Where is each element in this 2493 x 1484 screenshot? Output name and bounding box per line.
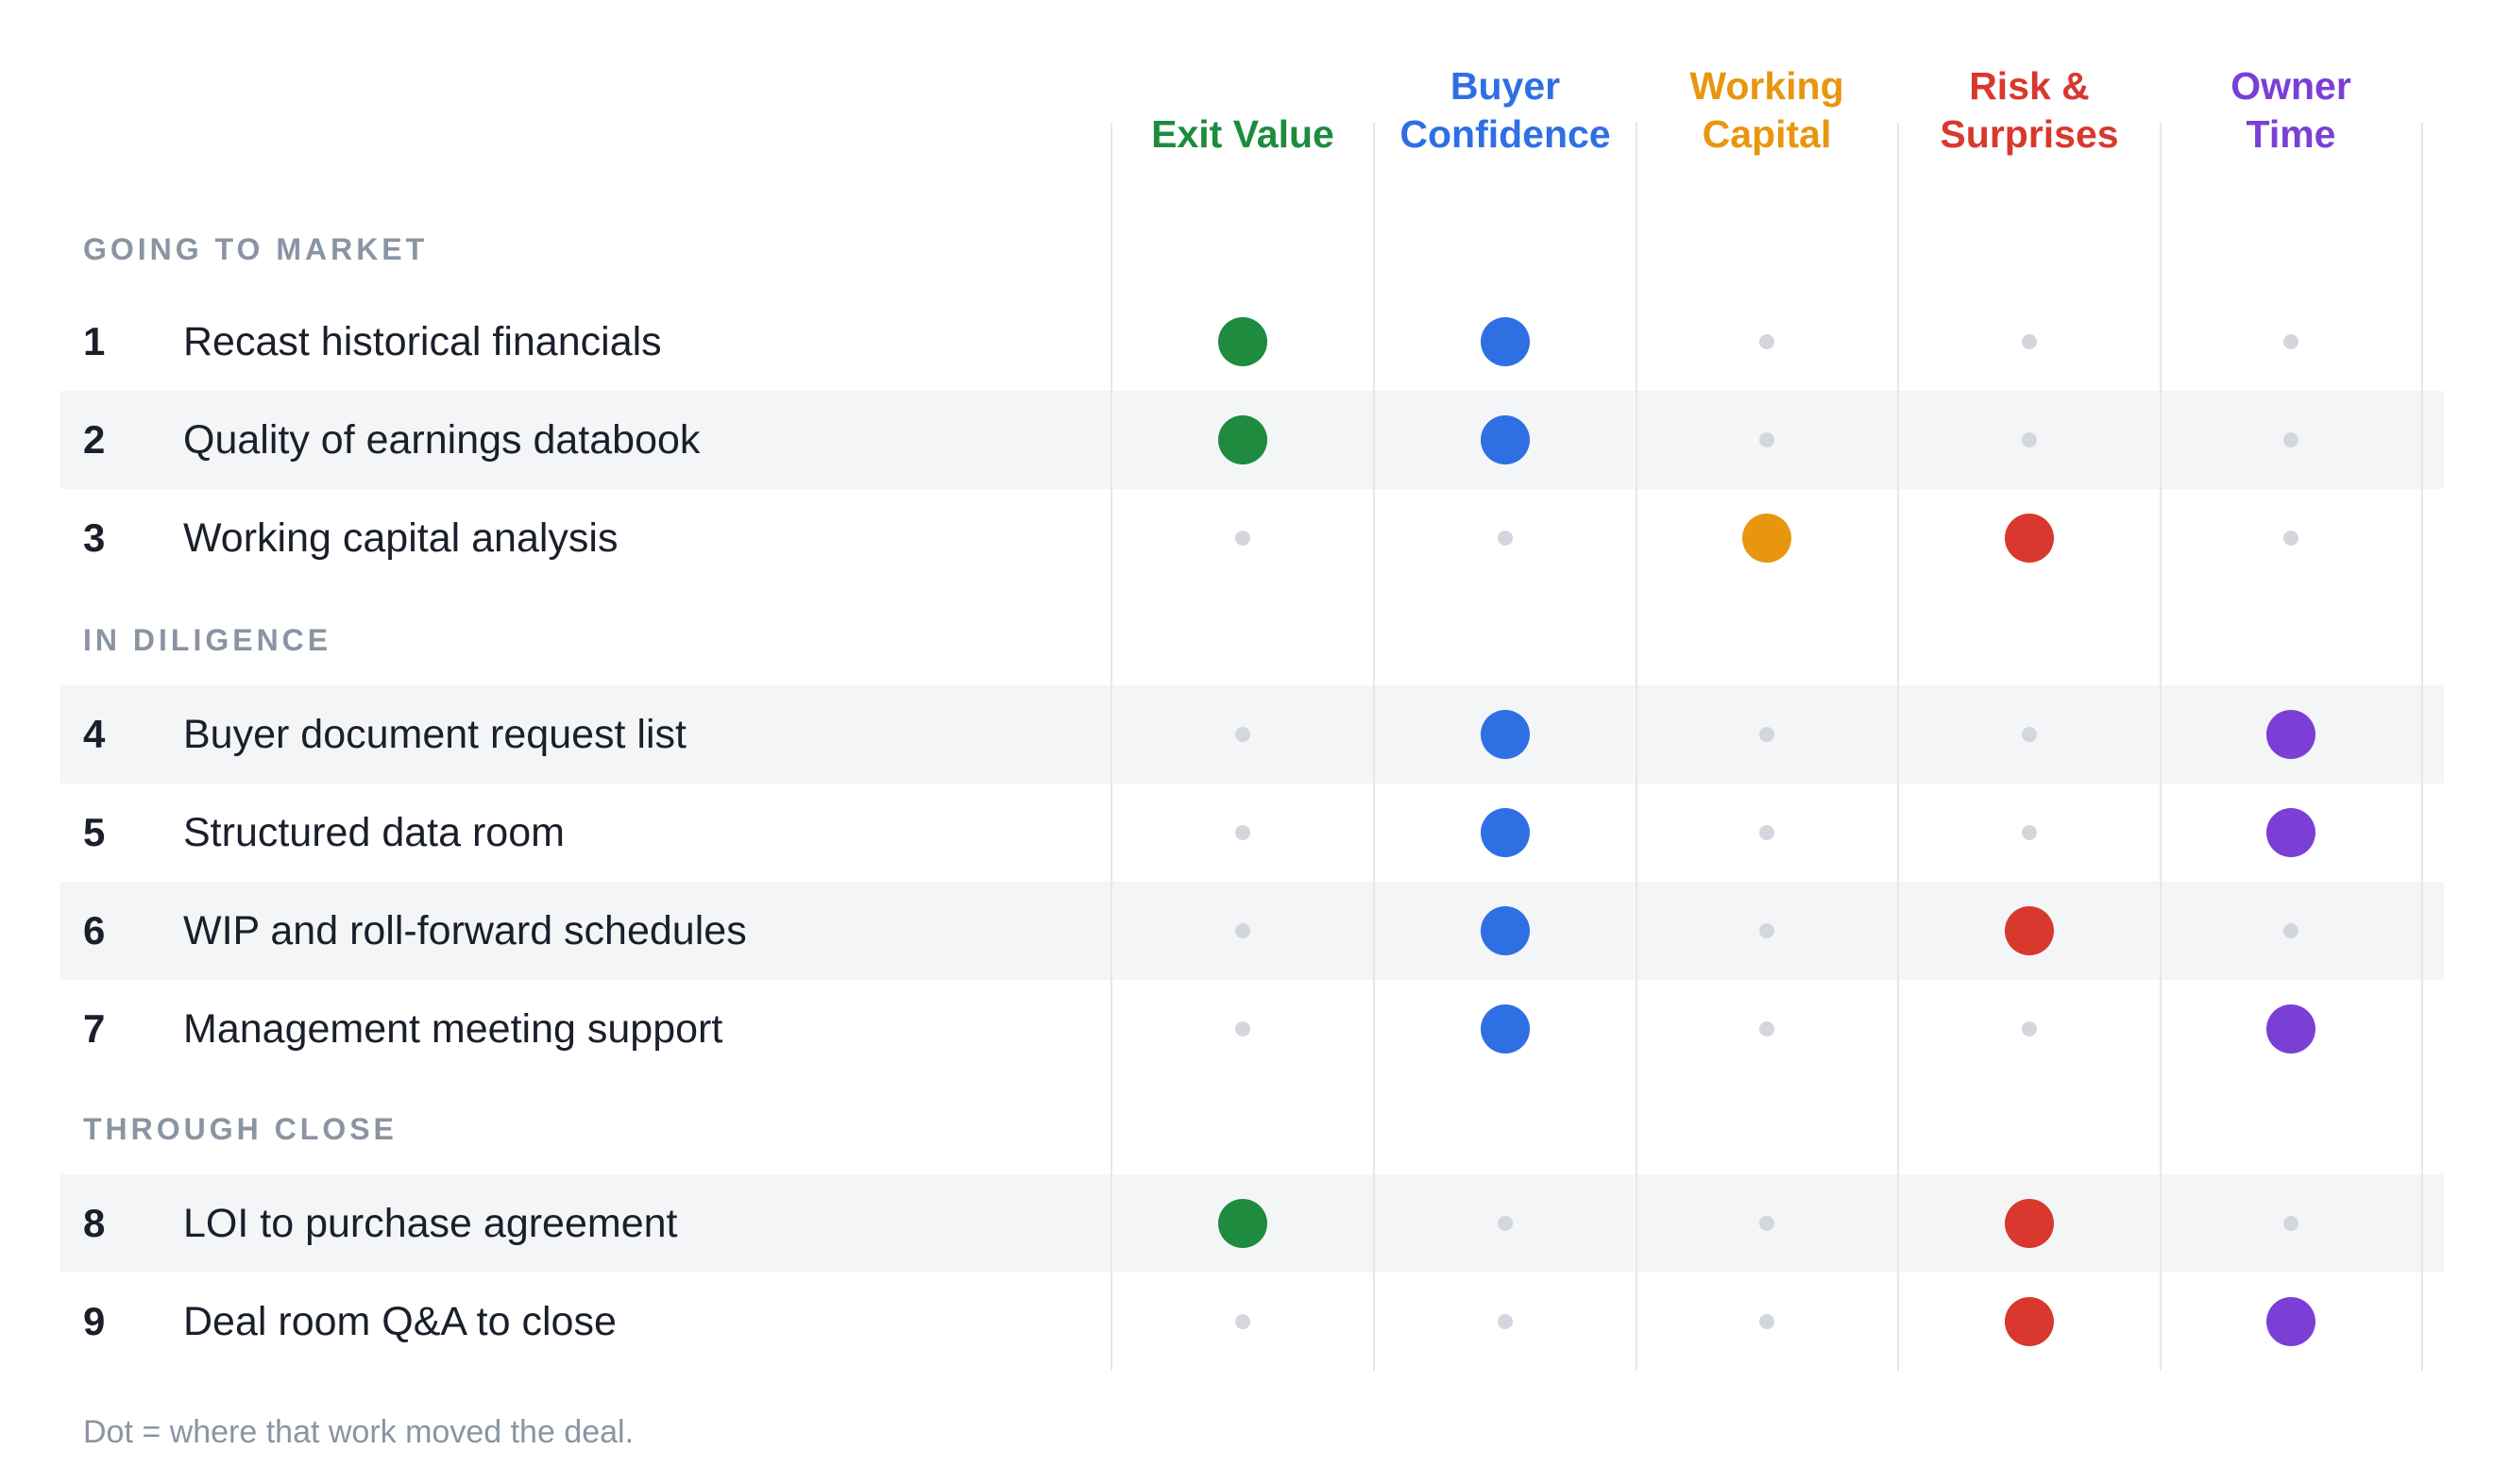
impact-dot-buyer-confidence	[1481, 906, 1530, 955]
row-number: 8	[83, 1201, 106, 1245]
column-divider	[1111, 123, 1112, 1371]
row-number: 2	[83, 417, 106, 462]
impact-dot-risk-surprises	[2005, 906, 2054, 955]
table-row: 5 Structured data room	[60, 784, 2444, 882]
no-impact-dot-owner-time	[2283, 432, 2298, 447]
impact-dot-risk-surprises	[2005, 514, 2054, 563]
impact-dot-buyer-confidence	[1481, 317, 1530, 366]
impact-dot-owner-time	[2266, 1004, 2315, 1054]
no-impact-dot-owner-time	[2283, 923, 2298, 938]
column-header-working-capital: Working Capital	[1636, 62, 1898, 159]
column-header-line: Buyer	[1450, 64, 1561, 108]
no-impact-dot-risk-surprises	[2022, 432, 2037, 447]
no-impact-dot-working-capital	[1759, 825, 1774, 840]
impact-dot-owner-time	[2266, 1297, 2315, 1346]
no-impact-dot-risk-surprises	[2022, 334, 2037, 349]
no-impact-dot-risk-surprises	[2022, 1021, 2037, 1037]
column-header-line: Time	[2246, 112, 2336, 156]
header-spacer	[1111, 62, 1374, 110]
impact-dot-working-capital	[1742, 514, 1791, 563]
row-label: Deal room Q&A to close	[183, 1299, 617, 1344]
no-impact-dot-working-capital	[1759, 727, 1774, 742]
table-row: 6 WIP and roll-forward schedules	[60, 882, 2444, 980]
row-label: Buyer document request list	[183, 712, 687, 757]
no-impact-dot-working-capital	[1759, 334, 1774, 349]
row-number: 9	[83, 1299, 106, 1343]
row-number: 3	[83, 515, 106, 560]
impact-dot-risk-surprises	[2005, 1297, 2054, 1346]
row-number: 4	[83, 712, 106, 756]
impact-dot-exit-value	[1218, 415, 1267, 464]
no-impact-dot-risk-surprises	[2022, 825, 2037, 840]
table-row: 7 Management meeting support	[60, 980, 2444, 1078]
row-label: Working capital analysis	[183, 515, 619, 561]
no-impact-dot-exit-value	[1235, 923, 1250, 938]
no-impact-dot-exit-value	[1235, 727, 1250, 742]
column-divider	[1897, 123, 1899, 1371]
no-impact-dot-exit-value	[1235, 531, 1250, 546]
row-label: WIP and roll-forward schedules	[183, 908, 747, 953]
table-row: 1 Recast historical financials	[60, 293, 2444, 391]
no-impact-dot-owner-time	[2283, 531, 2298, 546]
no-impact-dot-working-capital	[1759, 923, 1774, 938]
impact-dot-exit-value	[1218, 317, 1267, 366]
table-row: 4 Buyer document request list	[60, 685, 2444, 784]
row-number: 5	[83, 810, 106, 854]
no-impact-dot-exit-value	[1235, 825, 1250, 840]
column-divider	[2421, 123, 2423, 1371]
impact-dot-owner-time	[2266, 808, 2315, 857]
column-header-buyer-confidence: Buyer Confidence	[1374, 62, 1637, 159]
no-impact-dot-buyer-confidence	[1498, 1314, 1513, 1329]
row-label: LOI to purchase agreement	[183, 1201, 678, 1246]
row-number: 7	[83, 1006, 106, 1051]
impact-dot-risk-surprises	[2005, 1199, 2054, 1248]
no-impact-dot-working-capital	[1759, 432, 1774, 447]
no-impact-dot-working-capital	[1759, 1021, 1774, 1037]
column-header-line: Confidence	[1399, 112, 1611, 156]
table-row: 9 Deal room Q&A to close	[60, 1273, 2444, 1371]
no-impact-dot-owner-time	[2283, 1216, 2298, 1231]
row-number: 6	[83, 908, 106, 953]
section-label: THROUGH CLOSE	[83, 1112, 398, 1146]
no-impact-dot-risk-surprises	[2022, 727, 2037, 742]
no-impact-dot-owner-time	[2283, 334, 2298, 349]
row-label: Management meeting support	[183, 1006, 723, 1052]
column-header-risk-surprises: Risk & Surprises	[1898, 62, 2161, 159]
column-divider	[2160, 123, 2162, 1371]
column-header-exit-value: Exit Value	[1111, 62, 1374, 159]
row-label: Quality of earnings databook	[183, 417, 701, 463]
no-impact-dot-buyer-confidence	[1498, 1216, 1513, 1231]
column-header-line: Risk &	[1969, 64, 2090, 108]
no-impact-dot-buyer-confidence	[1498, 531, 1513, 546]
no-impact-dot-exit-value	[1235, 1021, 1250, 1037]
column-header-owner-time: Owner Time	[2160, 62, 2422, 159]
row-label: Structured data room	[183, 810, 565, 855]
column-divider	[1373, 123, 1375, 1371]
impact-dot-exit-value	[1218, 1199, 1267, 1248]
no-impact-dot-working-capital	[1759, 1314, 1774, 1329]
row-number: 1	[83, 319, 106, 363]
column-header-line: Working	[1689, 64, 1844, 108]
column-header-line: Owner	[2230, 64, 2351, 108]
column-divider	[1636, 123, 1637, 1371]
impact-dot-owner-time	[2266, 710, 2315, 759]
table-row: 3 Working capital analysis	[60, 489, 2444, 587]
column-header-line: Capital	[1702, 112, 1832, 156]
impact-dot-buyer-confidence	[1481, 1004, 1530, 1054]
section-label: GOING TO MARKET	[83, 232, 429, 266]
impact-dot-buyer-confidence	[1481, 415, 1530, 464]
impact-dot-buyer-confidence	[1481, 710, 1530, 759]
column-header-line: Exit Value	[1151, 112, 1334, 156]
row-label: Recast historical financials	[183, 319, 662, 364]
legend-caption: Dot = where that work moved the deal.	[83, 1414, 635, 1450]
no-impact-dot-working-capital	[1759, 1216, 1774, 1231]
no-impact-dot-exit-value	[1235, 1314, 1250, 1329]
section-label: IN DILIGENCE	[83, 623, 332, 657]
impact-dot-buyer-confidence	[1481, 808, 1530, 857]
column-header-line: Surprises	[1940, 112, 2119, 156]
